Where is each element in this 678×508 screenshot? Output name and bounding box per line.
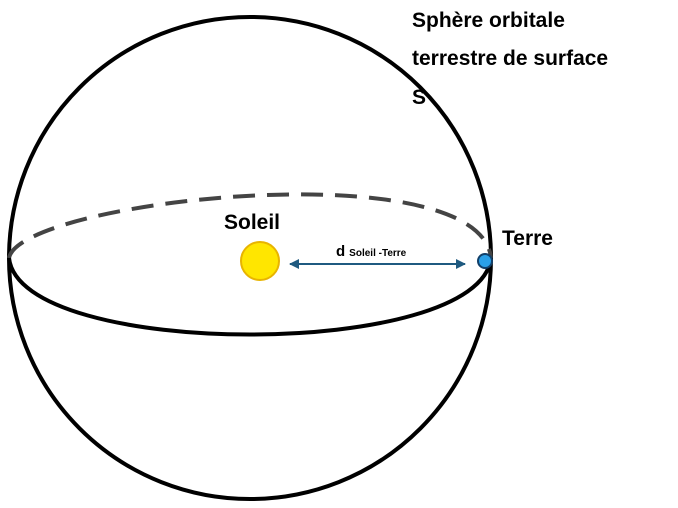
sphere-label: Sphère orbitale (412, 9, 565, 32)
earth-label: Terre (502, 227, 553, 250)
sun-label: Soleil (224, 211, 280, 234)
sphere-label: S (412, 86, 426, 109)
sphere-label: terrestre de surface (412, 47, 608, 70)
diagram: Sphère orbitale terrestre de surface S S… (0, 0, 678, 503)
earth (478, 254, 492, 268)
sun (241, 242, 279, 280)
